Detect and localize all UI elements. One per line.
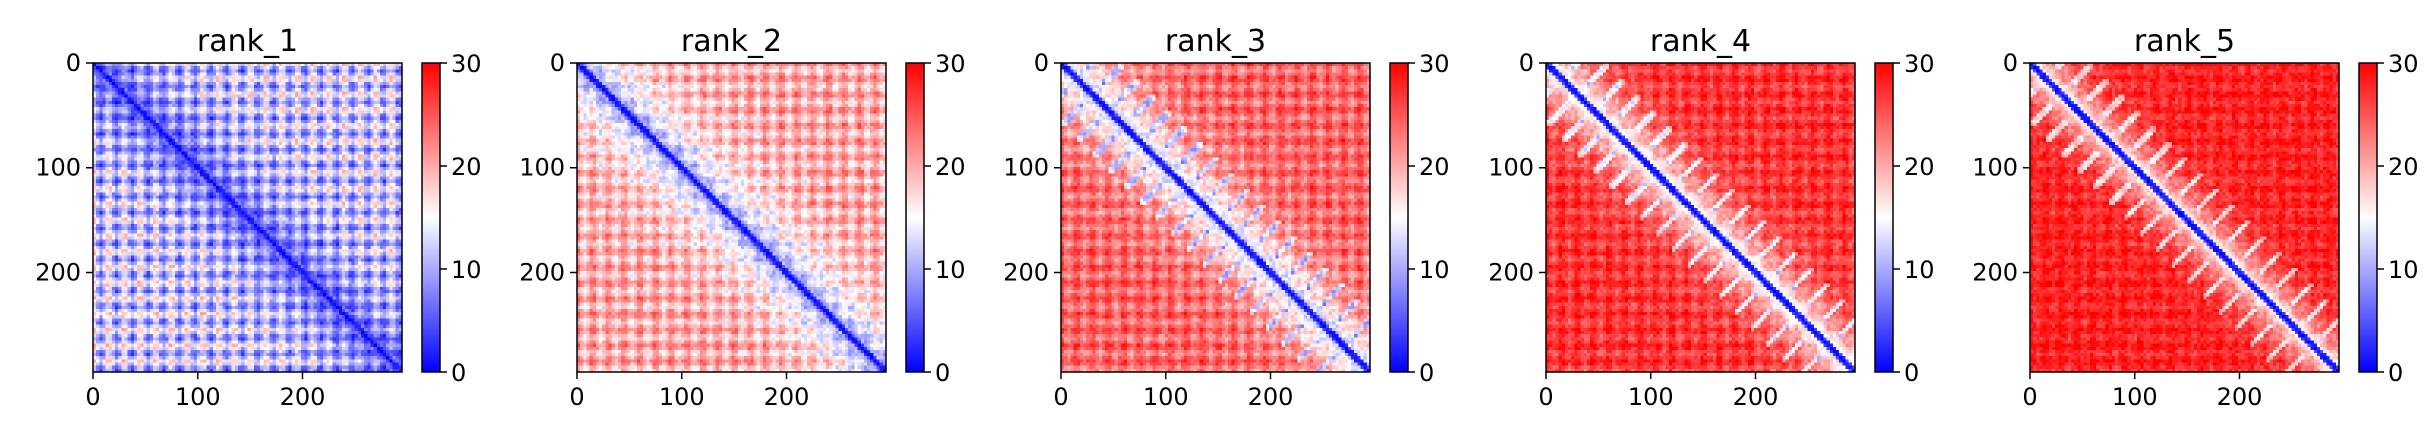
y-tick-label: 0	[66, 49, 81, 77]
colorbar-tick-label: 0	[2388, 359, 2403, 387]
colorbar-frame	[421, 62, 441, 373]
x-tick-label: 0	[1053, 383, 1068, 411]
x-tick-label: 200	[1248, 383, 1294, 411]
colorbar-tick-label: 0	[451, 359, 466, 387]
colorbar-tick-label: 30	[1904, 50, 1935, 78]
y-tick-label: 0	[550, 49, 565, 77]
heatmap-frame	[2029, 62, 2340, 373]
heatmap-frame	[576, 62, 887, 373]
heatmap-panel-3: rank_3 0 100 200 0 100 200 0 10 20 30	[1003, 24, 1449, 411]
colorbar-tick-label: 0	[935, 359, 950, 387]
y-tick-label: 100	[35, 154, 81, 182]
colorbar	[1390, 63, 1408, 372]
colorbar-tick-label: 0	[1419, 359, 1434, 387]
colorbar-tick-label: 30	[451, 50, 482, 78]
colorbar	[1875, 63, 1893, 372]
heatmap-frame	[1060, 62, 1371, 373]
colorbar-tick-label: 30	[935, 50, 966, 78]
heatmap-frame	[1545, 62, 1856, 373]
colorbar-tick-label: 10	[2388, 256, 2419, 284]
heatmap-image	[2030, 63, 2339, 372]
colorbar-frame	[2358, 62, 2378, 373]
x-tick-label: 100	[1143, 383, 1189, 411]
heatmap-image	[93, 63, 402, 372]
x-tick-label: 100	[2112, 383, 2158, 411]
x-tick-label: 0	[2022, 383, 2037, 411]
y-tick-label: 100	[519, 154, 565, 182]
y-tick-label: 200	[1488, 258, 1534, 286]
y-tick-label: 200	[519, 258, 565, 286]
panel-title: rank_4	[1650, 24, 1751, 59]
y-tick-label: 200	[1003, 258, 1049, 286]
colorbar	[422, 63, 440, 372]
y-tick-label: 200	[35, 258, 81, 286]
heatmap-image	[1546, 63, 1855, 372]
colorbar-frame	[1389, 62, 1409, 373]
y-tick-label: 0	[1034, 49, 1049, 77]
colorbar-tick-label: 20	[1904, 153, 1935, 181]
x-tick-label: 100	[1628, 383, 1674, 411]
x-tick-label: 100	[175, 383, 221, 411]
heatmap-panel-5: rank_5 0 100 200 0 100 200 0 10 20 30	[1972, 24, 2418, 411]
colorbar-tick-label: 10	[1904, 256, 1935, 284]
panel-title: rank_3	[1165, 24, 1266, 59]
x-tick-label: 0	[85, 383, 100, 411]
heatmap-panel-1: rank_1 0 100 200 0 100 200 0 10 20 30	[35, 24, 481, 411]
y-tick-label: 0	[1519, 49, 1534, 77]
panel-title: rank_2	[681, 24, 782, 59]
heatmap-image	[577, 63, 886, 372]
x-tick-label: 100	[659, 383, 705, 411]
x-tick-label: 0	[1538, 383, 1553, 411]
colorbar	[2359, 63, 2377, 372]
colorbar-tick-label: 0	[1904, 359, 1919, 387]
heatmap-panel-2: rank_2 0 100 200 0 100 200 0 10 20 30	[519, 24, 965, 411]
panel-title: rank_1	[197, 24, 298, 59]
heatmap-panel-4: rank_4 0 100 200 0 100 200 0 10 20 30	[1488, 24, 1934, 411]
x-tick-label: 0	[569, 383, 584, 411]
colorbar-frame	[905, 62, 925, 373]
colorbar	[906, 63, 924, 372]
colorbar-tick-label: 20	[2388, 153, 2419, 181]
y-tick-label: 100	[1003, 154, 1049, 182]
colorbar-tick-label: 20	[451, 153, 482, 181]
y-tick-label: 0	[2003, 49, 2018, 77]
y-tick-label: 200	[1972, 258, 2018, 286]
x-tick-label: 200	[764, 383, 810, 411]
colorbar-tick-label: 10	[935, 256, 966, 284]
colorbar-tick-label: 30	[1419, 50, 1450, 78]
y-tick-label: 100	[1488, 154, 1534, 182]
x-tick-label: 200	[280, 383, 326, 411]
x-tick-label: 200	[2217, 383, 2263, 411]
colorbar-frame	[1874, 62, 1894, 373]
panel-title: rank_5	[2134, 24, 2235, 59]
colorbar-tick-label: 30	[2388, 50, 2419, 78]
colorbar-tick-label: 10	[1419, 256, 1450, 284]
colorbar-tick-label: 20	[1419, 153, 1450, 181]
heatmap-frame	[92, 62, 403, 373]
y-tick-label: 100	[1972, 154, 2018, 182]
colorbar-tick-label: 10	[451, 256, 482, 284]
x-tick-label: 200	[1733, 383, 1779, 411]
colorbar-tick-label: 20	[935, 153, 966, 181]
heatmap-image	[1061, 63, 1370, 372]
